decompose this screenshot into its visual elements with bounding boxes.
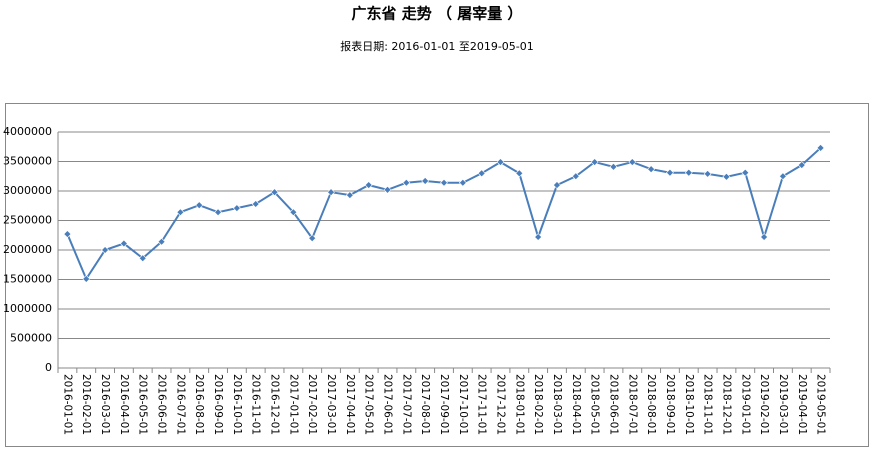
point-marker xyxy=(402,178,411,187)
x-tick-label: 2019-03-01 xyxy=(777,374,789,435)
point-marker xyxy=(63,230,72,238)
x-tick-label: 2017-11-01 xyxy=(476,374,488,435)
point-marker xyxy=(571,172,580,181)
point-marker xyxy=(684,168,693,177)
y-tick-label: 3500000 xyxy=(3,155,52,168)
point-marker xyxy=(590,158,599,167)
x-tick-label: 2016-11-01 xyxy=(250,374,262,435)
chart-frame xyxy=(5,103,869,447)
x-tick-label: 2018-03-01 xyxy=(551,374,563,435)
point-marker xyxy=(666,168,674,177)
y-tick-label: 0 xyxy=(45,361,52,374)
y-tick-label: 2000000 xyxy=(3,243,52,256)
x-tick-label: 2016-03-01 xyxy=(99,374,111,435)
x-tick-label: 2016-07-01 xyxy=(174,374,186,435)
x-tick-label: 2017-06-01 xyxy=(382,374,394,435)
x-tick-label: 2017-09-01 xyxy=(438,374,450,435)
chart-title: 广东省 走势 （ 屠宰量 ） xyxy=(352,5,523,23)
x-tick-label: 2018-05-01 xyxy=(589,374,601,435)
x-tick-label: 2016-08-01 xyxy=(193,374,205,435)
x-tick-label: 2018-12-01 xyxy=(720,374,732,435)
point-marker xyxy=(647,165,656,174)
x-tick-label: 2017-03-01 xyxy=(325,374,337,435)
y-tick-label: 1500000 xyxy=(3,273,52,286)
point-marker xyxy=(722,172,731,181)
point-marker xyxy=(364,181,373,190)
x-tick-label: 2016-09-01 xyxy=(212,374,224,435)
x-tick-label: 2019-01-01 xyxy=(739,374,751,435)
y-tick-label: 500000 xyxy=(10,332,52,345)
x-tick-label: 2016-10-01 xyxy=(231,374,243,435)
point-marker xyxy=(327,188,335,197)
point-marker xyxy=(270,188,279,197)
point-marker xyxy=(138,254,147,263)
point-marker xyxy=(458,178,467,187)
point-marker xyxy=(119,239,128,248)
x-tick-label: 2018-11-01 xyxy=(702,374,714,435)
point-marker xyxy=(779,172,787,181)
point-marker xyxy=(383,185,392,194)
point-marker xyxy=(515,169,524,178)
point-marker xyxy=(534,233,543,241)
x-tick-label: 2017-08-01 xyxy=(419,374,431,435)
x-tick-label: 2018-06-01 xyxy=(607,374,619,435)
y-tick-label: 4000000 xyxy=(3,125,52,138)
x-tick-label: 2018-04-01 xyxy=(570,374,582,435)
x-tick-label: 2016-02-01 xyxy=(80,374,92,435)
point-marker xyxy=(553,181,561,190)
point-marker xyxy=(345,191,354,200)
x-tick-label: 2019-05-01 xyxy=(815,374,827,435)
point-marker xyxy=(609,162,618,171)
point-marker xyxy=(289,208,298,217)
x-tick-label: 2018-02-01 xyxy=(532,374,544,435)
x-tick-label: 2017-05-01 xyxy=(363,374,375,435)
x-tick-label: 2017-01-01 xyxy=(287,374,299,435)
x-tick-label: 2016-05-01 xyxy=(137,374,149,435)
point-marker xyxy=(760,233,769,241)
x-tick-label: 2017-02-01 xyxy=(306,374,318,435)
point-marker xyxy=(628,158,637,167)
point-marker xyxy=(157,237,166,246)
x-tick-label: 2019-02-01 xyxy=(758,374,770,435)
x-tick-label: 2017-04-01 xyxy=(344,374,356,435)
x-tick-label: 2019-04-01 xyxy=(796,374,808,435)
point-marker xyxy=(214,208,222,217)
point-marker xyxy=(816,144,825,152)
point-marker xyxy=(477,169,486,178)
point-marker xyxy=(82,274,91,283)
point-marker xyxy=(251,200,260,208)
point-marker xyxy=(797,161,806,169)
x-tick-label: 2017-10-01 xyxy=(457,374,469,435)
point-marker xyxy=(496,158,505,167)
point-marker xyxy=(421,177,430,185)
point-marker xyxy=(101,246,109,254)
chart-subtitle: 报表日期: 2016-01-01 至2019-05-01 xyxy=(340,39,534,53)
y-tick-label: 1000000 xyxy=(3,302,52,315)
x-tick-label: 2018-10-01 xyxy=(683,374,695,435)
x-tick-label: 2017-07-01 xyxy=(400,374,412,435)
point-marker xyxy=(195,201,204,210)
x-tick-label: 2017-12-01 xyxy=(494,374,506,435)
point-marker xyxy=(703,169,712,178)
y-tick-label: 2500000 xyxy=(3,214,52,227)
x-tick-label: 2016-06-01 xyxy=(156,374,168,435)
point-marker xyxy=(741,168,750,177)
x-tick-label: 2018-01-01 xyxy=(513,374,525,435)
x-tick-label: 2018-09-01 xyxy=(664,374,676,435)
point-marker xyxy=(176,208,185,217)
x-tick-label: 2018-08-01 xyxy=(645,374,657,435)
point-marker xyxy=(232,204,241,213)
x-tick-label: 2018-07-01 xyxy=(626,374,638,435)
x-tick-label: 2016-01-01 xyxy=(61,374,73,435)
x-tick-label: 2016-12-01 xyxy=(269,374,281,435)
y-tick-label: 3000000 xyxy=(3,184,52,197)
x-tick-label: 2016-04-01 xyxy=(118,374,130,435)
point-marker xyxy=(440,178,448,187)
point-marker xyxy=(308,234,317,243)
